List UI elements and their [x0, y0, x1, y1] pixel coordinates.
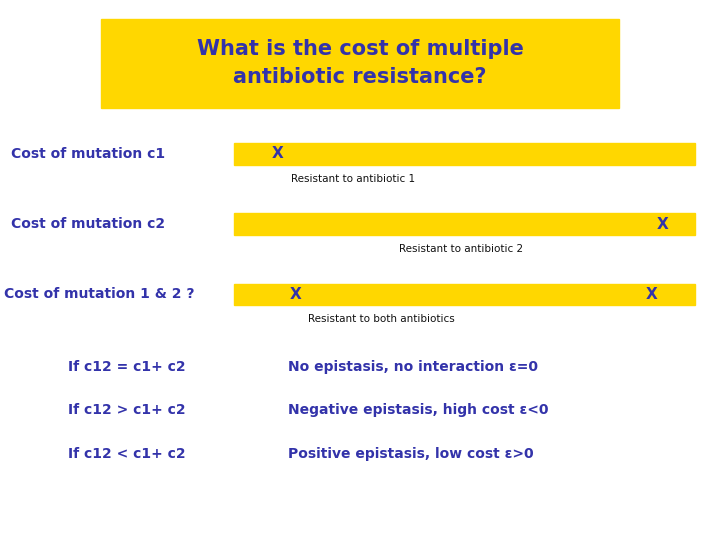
Text: Resistant to antibiotic 2: Resistant to antibiotic 2	[399, 244, 523, 254]
Text: Resistant to both antibiotics: Resistant to both antibiotics	[308, 314, 455, 325]
FancyBboxPatch shape	[101, 19, 619, 108]
Text: X: X	[271, 146, 283, 161]
FancyBboxPatch shape	[234, 143, 695, 165]
Text: X: X	[646, 287, 657, 302]
Text: Cost of mutation c1: Cost of mutation c1	[11, 147, 165, 161]
Text: Negative epistasis, high cost ε<0: Negative epistasis, high cost ε<0	[288, 403, 549, 417]
Text: Positive epistasis, low cost ε>0: Positive epistasis, low cost ε>0	[288, 447, 534, 461]
Text: If c12 < c1+ c2: If c12 < c1+ c2	[68, 447, 186, 461]
Text: Cost of mutation c2: Cost of mutation c2	[11, 217, 165, 231]
Text: If c12 = c1+ c2: If c12 = c1+ c2	[68, 360, 186, 374]
FancyBboxPatch shape	[234, 284, 695, 305]
Text: X: X	[657, 217, 668, 232]
Text: Resistant to antibiotic 1: Resistant to antibiotic 1	[291, 174, 415, 184]
Text: If c12 > c1+ c2: If c12 > c1+ c2	[68, 403, 186, 417]
Text: X: X	[289, 287, 301, 302]
Text: Cost of mutation 1 & 2 ?: Cost of mutation 1 & 2 ?	[4, 287, 194, 301]
Text: What is the cost of multiple
antibiotic resistance?: What is the cost of multiple antibiotic …	[197, 39, 523, 87]
FancyBboxPatch shape	[234, 213, 695, 235]
Text: No epistasis, no interaction ε=0: No epistasis, no interaction ε=0	[288, 360, 538, 374]
